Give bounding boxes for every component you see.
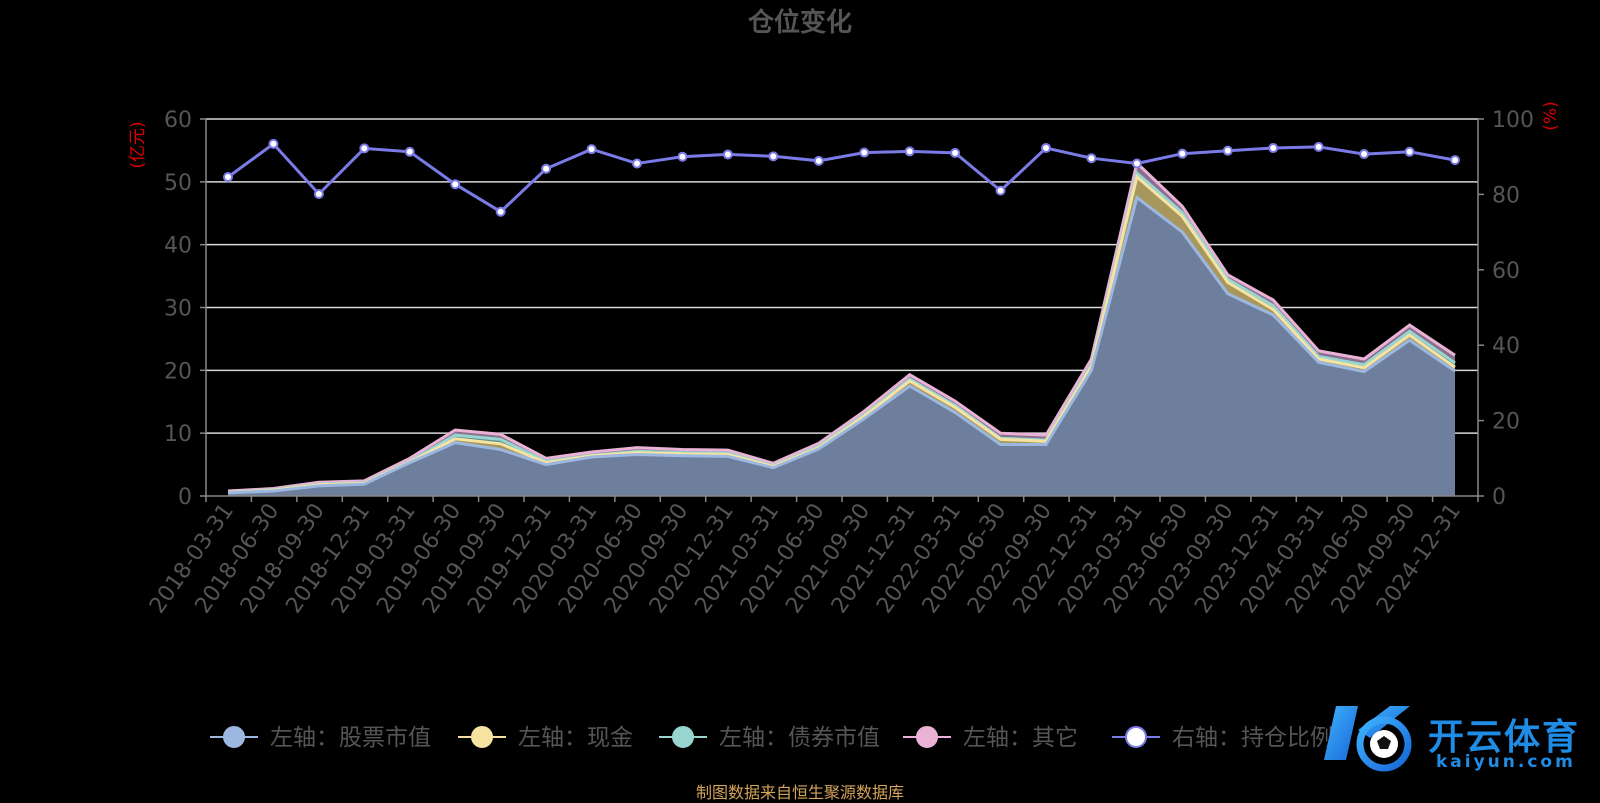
ratio-point: [950, 147, 961, 158]
right-tick-label: 60: [1492, 259, 1520, 284]
watermark-text-en: kaiyun.com: [1436, 752, 1576, 772]
legend-marker: [1125, 726, 1147, 748]
source-note: 制图数据来自恒生聚源数据库: [695, 783, 904, 802]
ratio-point: [223, 172, 233, 183]
area-1: [228, 197, 1455, 496]
legend-label: 右轴：持仓比例: [1172, 725, 1333, 751]
right-tick-label: 100: [1492, 108, 1534, 133]
area-edge: [227, 174, 1456, 494]
ratio-line: [223, 138, 1460, 217]
right-tick-label: 80: [1492, 183, 1520, 208]
right-tick-label: 20: [1492, 410, 1520, 435]
ratio-point: [1404, 146, 1415, 157]
legend-label: 左轴：现金: [518, 725, 633, 751]
left-tick-label: 60: [164, 108, 192, 133]
ratio-point: [859, 147, 870, 158]
ratio-point: [495, 206, 506, 217]
ratio-point: [1359, 149, 1370, 160]
ratio-point: [313, 189, 324, 200]
ratio-point: [722, 149, 733, 160]
ratio-point: [1313, 141, 1324, 152]
legend-label: 左轴：股票市值: [270, 725, 431, 751]
ratio-line-path: [227, 141, 1456, 214]
ratio-point: [632, 158, 642, 169]
watermark-logo: 开云体育 kaiyun.com: [1318, 700, 1598, 780]
grid-lines: [206, 118, 1478, 434]
left-tick-label: 20: [164, 359, 192, 384]
watermark-text-cn: 开云体育: [1428, 717, 1581, 758]
ratio-point: [541, 163, 552, 174]
stacked-areas: [227, 160, 1456, 496]
ratio-point: [1041, 143, 1051, 154]
ratio-point: [995, 185, 1006, 196]
ratio-point: [586, 144, 597, 155]
ratio-point: [359, 143, 370, 154]
area-edge: [227, 160, 1456, 493]
ratio-point: [813, 155, 824, 166]
legend-marker: [223, 726, 245, 748]
left-tick-label: 0: [178, 485, 192, 510]
right-axis-unit: (%): [1541, 101, 1561, 130]
ratio-point: [768, 151, 779, 162]
area-edge: [227, 194, 1456, 495]
ratio-point: [1222, 145, 1233, 156]
ratio-point: [677, 151, 688, 162]
ratio-point: [904, 146, 915, 157]
left-tick-label: 10: [164, 422, 192, 447]
ratio-point: [1131, 158, 1142, 169]
ratio-point: [1450, 155, 1460, 166]
ratio-point: [404, 146, 415, 157]
left-tick-label: 30: [164, 297, 192, 322]
right-tick-label: 0: [1492, 485, 1506, 510]
legend: 左轴：股票市值 左轴：现金 左轴：债券市值 左轴：其它 右轴：持仓比例: [210, 725, 1333, 751]
legend-label: 左轴：其它: [963, 725, 1078, 751]
legend-marker: [471, 726, 493, 748]
ratio-point: [1086, 153, 1097, 164]
right-tick-label: 40: [1492, 334, 1520, 359]
ratio-point: [1268, 143, 1279, 154]
soccer-ball-icon: [1324, 706, 1412, 772]
legend-label: 左轴：债券市值: [719, 725, 880, 751]
legend-marker: [672, 726, 694, 748]
ratio-point: [268, 138, 279, 149]
legend-marker: [916, 726, 938, 748]
left-axis-unit: (亿元): [128, 121, 148, 168]
ratio-point: [450, 179, 461, 190]
left-tick-label: 50: [164, 171, 192, 196]
left-tick-label: 40: [164, 234, 192, 259]
ratio-point: [1177, 148, 1188, 159]
chart-title: 仓位变化: [747, 8, 852, 38]
